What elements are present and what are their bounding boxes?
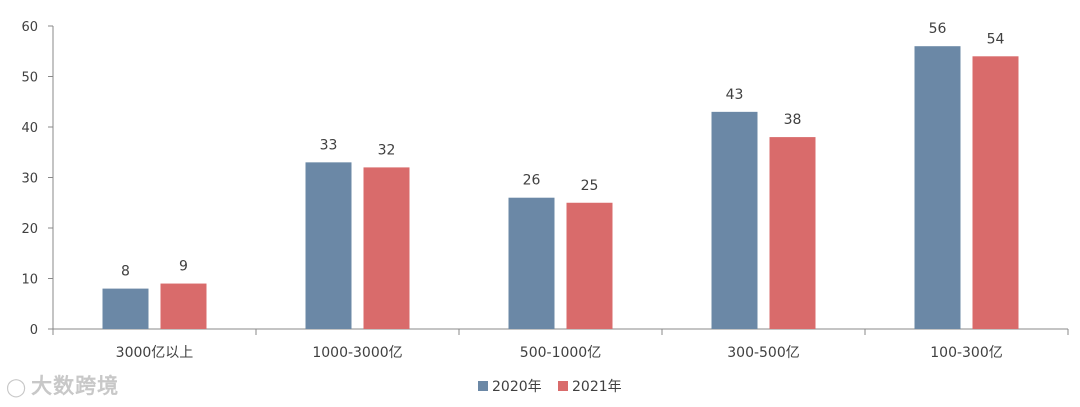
data-label: 38 [784,112,802,128]
watermark-text: 大数跨境 [31,374,120,398]
data-label: 8 [121,264,130,280]
y-tick-label: 50 [21,71,38,86]
bar [566,202,613,329]
legend-label: 2021年 [572,379,622,395]
y-tick-label: 40 [21,121,38,136]
bar [305,162,352,329]
bars [102,46,1019,330]
bar [914,46,961,329]
bar [160,283,207,329]
logo-icon: ◯ [6,377,28,398]
bar [102,288,149,329]
legend-swatch [478,381,488,391]
data-label: 43 [726,87,744,103]
y-tick-label: 0 [30,323,38,338]
data-label: 26 [523,173,541,189]
data-label: 54 [987,31,1005,47]
x-axis: 3000亿以上 1000-3000亿 500-1000亿 300-500亿 100-30… [52,328,1069,361]
y-tick-label: 60 [21,20,38,35]
bar [363,167,410,329]
bar [508,197,555,329]
bar [769,137,816,329]
data-label: 25 [581,178,599,194]
x-tick-label: 500-1000亿 [520,345,601,361]
data-label: 9 [179,259,188,275]
data-label: 56 [929,21,947,37]
watermark: ◯ 大数跨境 [6,370,119,400]
x-tick-label: 300-500亿 [727,345,800,361]
y-tick-label: 10 [21,273,38,288]
y-tick-label: 30 [21,172,38,187]
bar [711,111,758,329]
legend: 2020年 2021年 [478,379,622,395]
y-tick-label: 20 [21,222,38,237]
bar [972,56,1019,330]
legend-swatch [558,381,568,391]
x-tick-label: 3000亿以上 [116,345,194,361]
data-label: 33 [320,137,338,153]
data-label: 32 [378,142,396,158]
x-tick-label: 100-300亿 [930,345,1003,361]
x-tick-label: 1000-3000亿 [312,345,402,361]
y-axis: 0 10 20 30 40 50 60 [21,20,54,338]
data-labels: 8 33 26 43 56 9 32 25 38 54 [121,21,1004,279]
legend-label: 2020年 [492,379,542,395]
